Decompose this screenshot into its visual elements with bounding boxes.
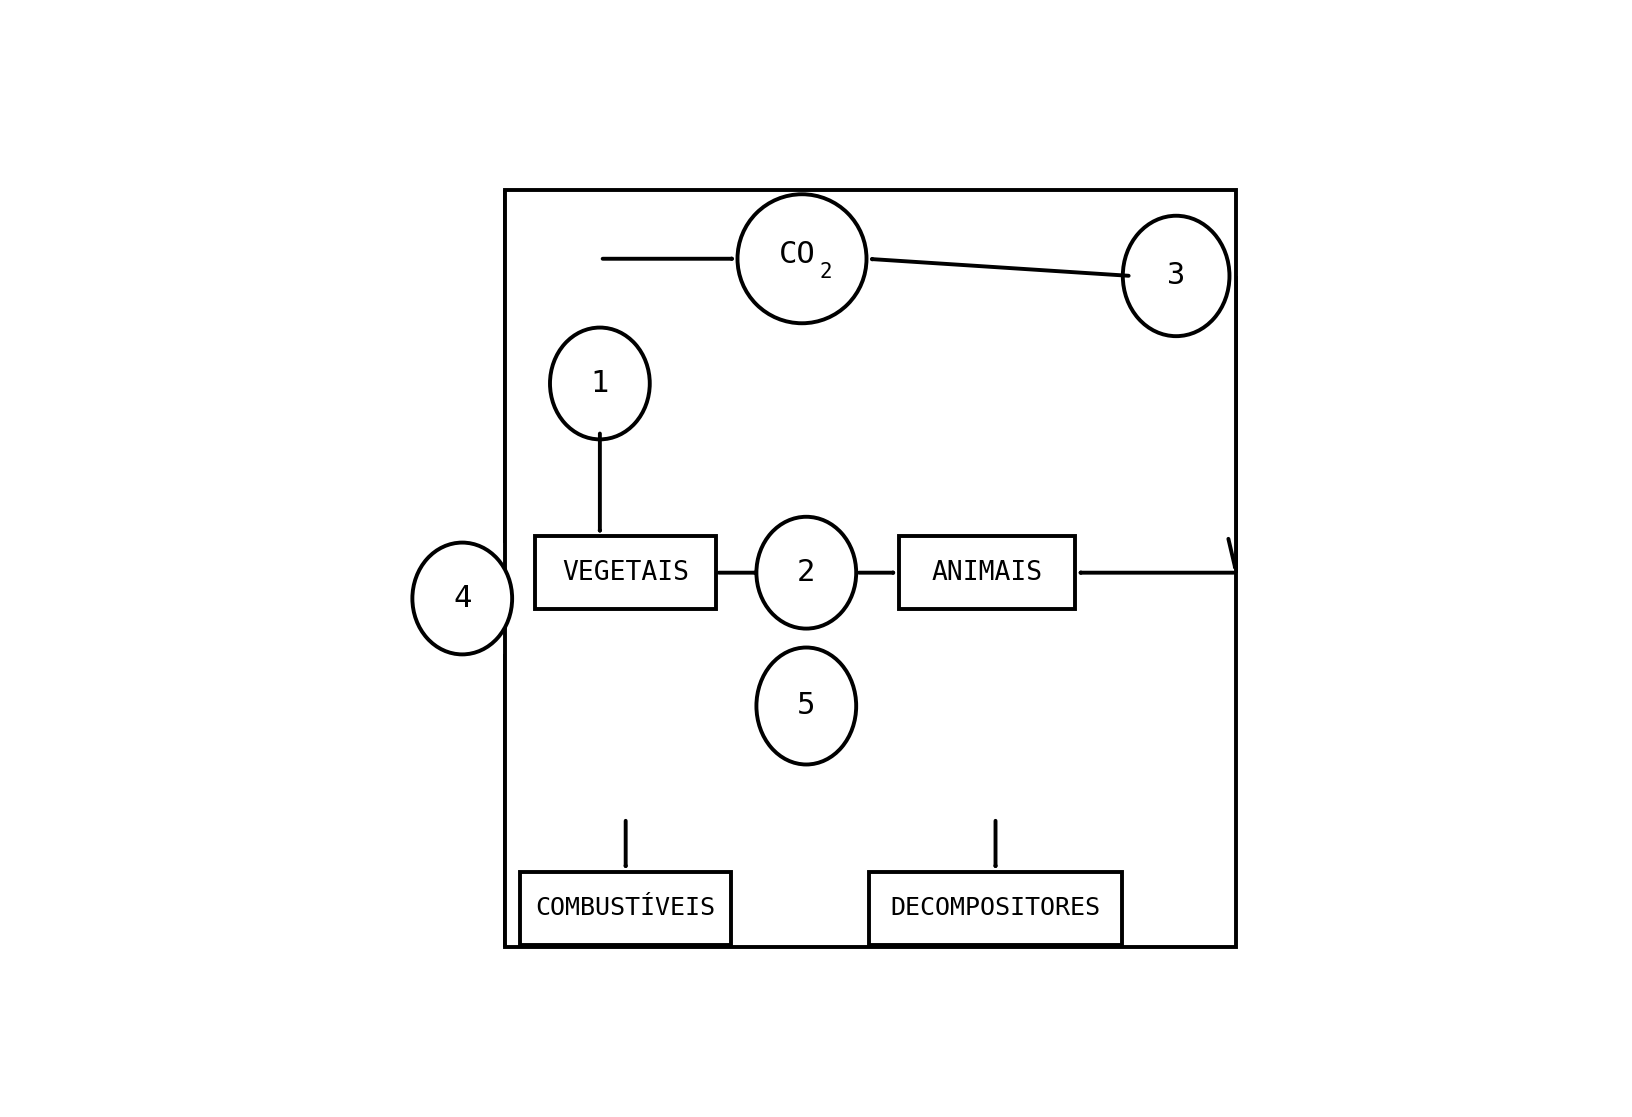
Ellipse shape bbox=[756, 648, 857, 764]
Text: 2: 2 bbox=[819, 261, 832, 281]
Text: COMBUSTÍVEIS: COMBUSTÍVEIS bbox=[535, 896, 716, 920]
FancyBboxPatch shape bbox=[899, 536, 1075, 609]
FancyBboxPatch shape bbox=[506, 190, 1237, 947]
Text: 3: 3 bbox=[1167, 261, 1185, 290]
FancyBboxPatch shape bbox=[535, 536, 716, 609]
Text: 1: 1 bbox=[591, 369, 609, 398]
Ellipse shape bbox=[756, 517, 857, 629]
Ellipse shape bbox=[550, 327, 650, 439]
Text: ANIMAIS: ANIMAIS bbox=[932, 560, 1043, 585]
Text: DECOMPOSITORES: DECOMPOSITORES bbox=[891, 896, 1100, 920]
Text: VEGETAIS: VEGETAIS bbox=[561, 560, 689, 585]
Text: CO: CO bbox=[780, 240, 816, 269]
Text: 4: 4 bbox=[454, 584, 472, 613]
Ellipse shape bbox=[1123, 216, 1229, 336]
Ellipse shape bbox=[738, 194, 867, 323]
FancyBboxPatch shape bbox=[521, 871, 731, 945]
Text: 2: 2 bbox=[796, 558, 816, 588]
Ellipse shape bbox=[413, 543, 512, 655]
Text: 5: 5 bbox=[796, 691, 816, 720]
FancyBboxPatch shape bbox=[868, 871, 1123, 945]
